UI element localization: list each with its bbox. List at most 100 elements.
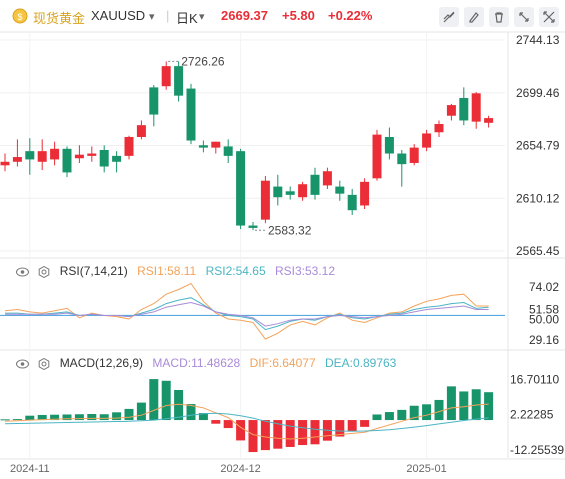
expand-icon: [543, 11, 555, 23]
x-tick-label: 2024-11: [10, 463, 50, 475]
candle-body: [124, 136, 134, 156]
instrument-title: 现货黄金: [33, 11, 86, 26]
trash-icon: [495, 12, 503, 23]
candle-body: [112, 155, 122, 162]
symbol-selector[interactable]: XAUUSD: [91, 8, 146, 23]
macd-line-dea: [4, 412, 489, 432]
macd-bar: [335, 420, 345, 437]
macd-bar: [25, 415, 35, 421]
candle-body: [50, 148, 60, 160]
fullscreen-button[interactable]: [539, 7, 559, 27]
candle-body: [87, 153, 97, 156]
settings-icon[interactable]: [38, 356, 53, 370]
candle-body: [397, 153, 407, 165]
candle-body: [335, 186, 345, 194]
candle-body: [99, 149, 109, 167]
candle-body: [322, 171, 332, 186]
draw-tool-button[interactable]: [439, 7, 459, 27]
macd-bar: [50, 414, 60, 421]
macd-bar: [186, 404, 196, 421]
chevron-down-icon[interactable]: ▾: [149, 11, 155, 23]
candle-body: [136, 125, 146, 137]
period-selector[interactable]: 日K: [176, 11, 198, 26]
candle-body: [211, 141, 221, 148]
candle-body: [285, 191, 295, 195]
candle-body: [360, 181, 370, 206]
macd-value: MACD:11.48628: [152, 356, 241, 370]
macd-bar: [422, 404, 432, 421]
x-tick-label: 2024-12: [220, 463, 260, 475]
svg-text:$: $: [17, 12, 22, 22]
candle-body: [446, 105, 456, 116]
eye-icon[interactable]: [16, 356, 32, 370]
macd-bar: [149, 379, 159, 421]
candle-body: [372, 134, 382, 179]
macd-bar: [446, 386, 456, 421]
macd-bar: [248, 420, 258, 453]
macd-bar: [285, 420, 295, 447]
candle-body: [12, 157, 22, 162]
macd-title: MACD(12,26,9): [59, 356, 144, 370]
macd-bar: [62, 414, 72, 421]
eye-icon[interactable]: [16, 264, 32, 278]
macd-bar: [136, 402, 146, 421]
price-change-pct: +0.22%: [328, 8, 373, 23]
macd-bar: [384, 412, 394, 421]
candle-body: [149, 87, 159, 115]
delete-drawing-button[interactable]: [489, 7, 509, 27]
candle-body: [74, 154, 84, 159]
settings-icon[interactable]: [38, 264, 53, 278]
macd-tick-label: 16.70110: [510, 373, 559, 387]
y-tick-label: 2744.13: [516, 33, 560, 47]
last-price: 2669.37: [221, 8, 268, 23]
reset-button[interactable]: [514, 7, 534, 27]
macd-bar: [347, 420, 357, 432]
rsi-tick-label: 29.16: [529, 333, 559, 347]
x-tick-label: 2025-01: [406, 463, 446, 475]
macd-tick-label: -12.25539: [510, 443, 564, 457]
rsi-header: RSI(7,14,21) RSI1:58.11 RSI2:54.65 RSI3:…: [16, 264, 341, 278]
y-tick-label: 2610.12: [516, 191, 560, 205]
pen-icon: [469, 12, 479, 23]
candle-body: [62, 148, 72, 173]
y-tick-label: 2565.45: [516, 244, 560, 258]
high-label: 2726.26: [181, 54, 225, 68]
divider: |: [166, 8, 170, 23]
macd-bar: [37, 414, 47, 421]
rsi-line-rsi2: [5, 297, 489, 331]
candle-body: [347, 194, 357, 211]
trend-line-icon: [443, 11, 455, 23]
pen-tool-button[interactable]: [464, 7, 484, 27]
macd-bar: [99, 414, 109, 421]
candle-body: [298, 184, 308, 198]
macd-bar: [310, 420, 320, 445]
rsi-line-rsi3: [5, 301, 489, 327]
candle-body: [186, 88, 196, 141]
macd-bar: [198, 413, 208, 421]
macd-bar: [484, 392, 494, 421]
candle-body: [434, 123, 444, 133]
rsi3-value: RSI3:53.12: [274, 264, 336, 278]
candle-body: [223, 146, 233, 156]
macd-bar: [409, 405, 419, 421]
macd-bar: [112, 412, 122, 421]
macd-bar: [223, 420, 233, 429]
rsi1-value: RSI1:58.11: [137, 264, 197, 278]
candle-body: [248, 225, 258, 228]
macd-bar: [260, 420, 270, 451]
dif-value: DIF:6.64077: [249, 356, 316, 370]
macd-bar: [236, 420, 246, 441]
rsi2-value: RSI2:54.65: [205, 264, 266, 278]
macd-bar: [211, 420, 221, 424]
macd-bar: [0, 419, 10, 421]
macd-line-dif: [4, 403, 489, 440]
rsi-title: RSI(7,14,21): [59, 264, 128, 278]
y-tick-label: 2699.46: [516, 86, 560, 100]
macd-bar: [434, 399, 444, 421]
candle-body: [37, 151, 47, 162]
macd-tick-label: 2.22285: [510, 408, 554, 422]
chevron-down-icon[interactable]: ▾: [199, 11, 205, 23]
rsi-tick-label: 50.00: [529, 312, 559, 326]
candle-body: [484, 118, 494, 123]
